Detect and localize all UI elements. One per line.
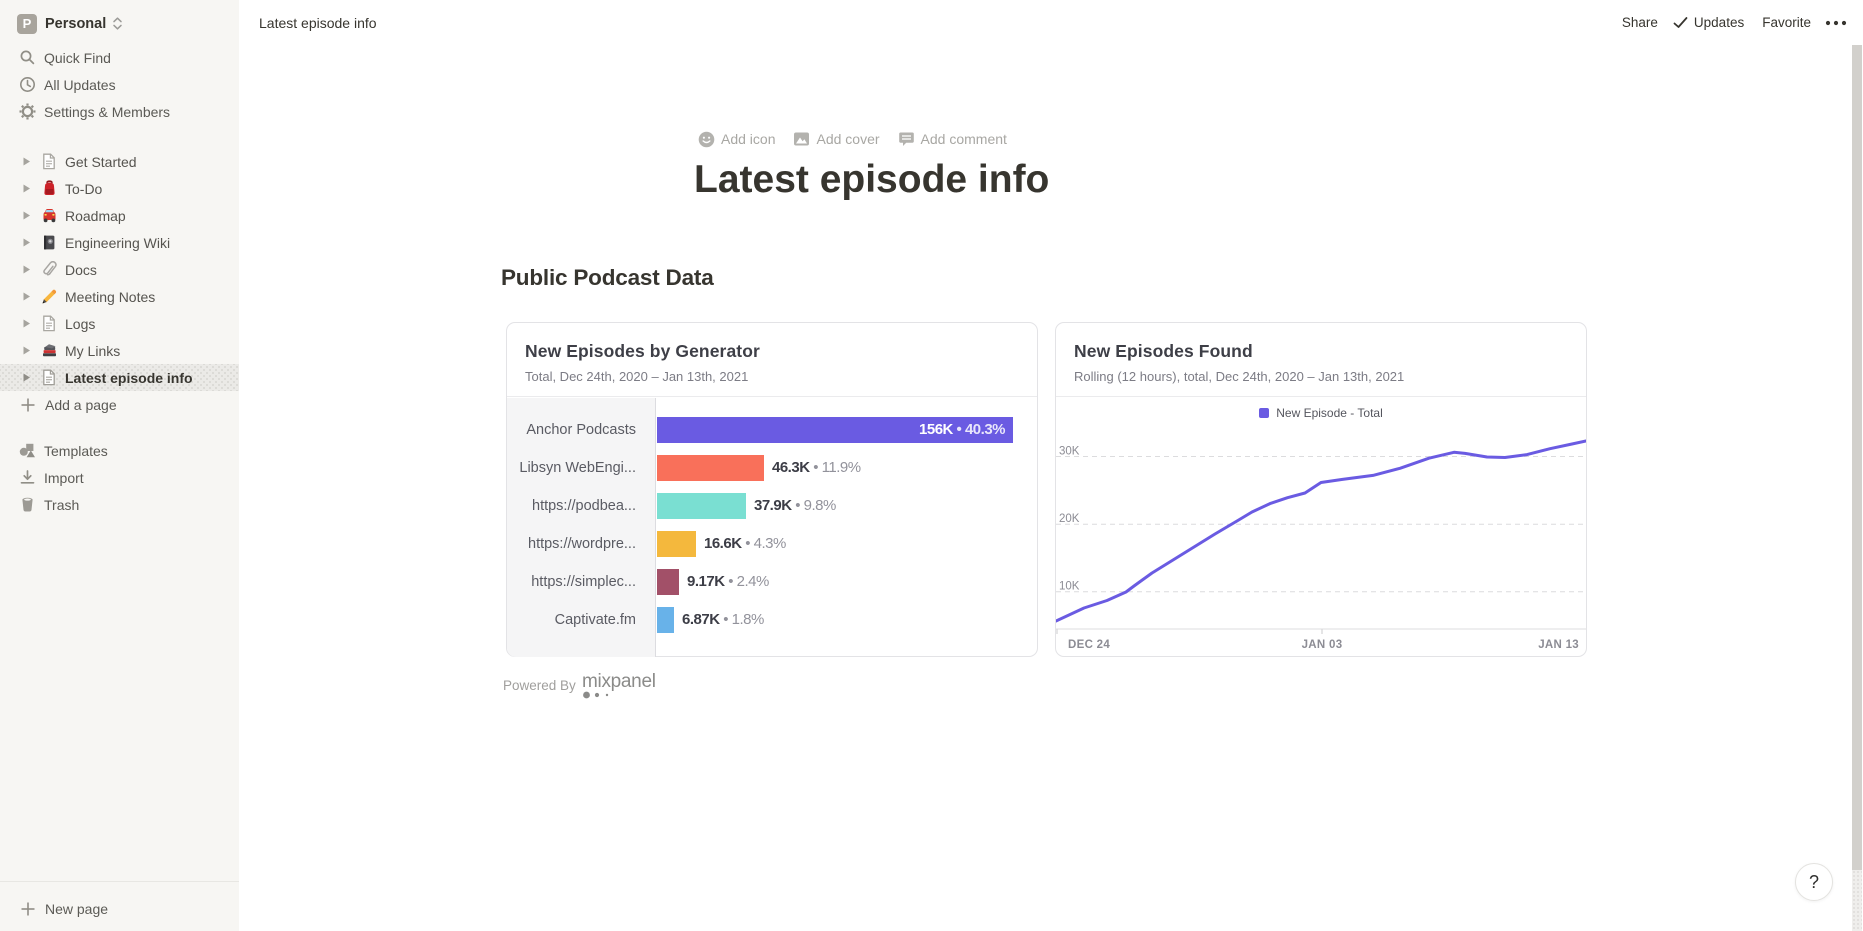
svg-text:30K: 30K (1059, 446, 1080, 458)
svg-text:JAN 13: JAN 13 (1538, 639, 1579, 651)
svg-text:DEC 24: DEC 24 (1068, 639, 1110, 651)
svg-text:20K: 20K (1059, 513, 1080, 525)
svg-text:JAN 03: JAN 03 (1302, 639, 1343, 651)
svg-text:10K: 10K (1059, 581, 1080, 593)
